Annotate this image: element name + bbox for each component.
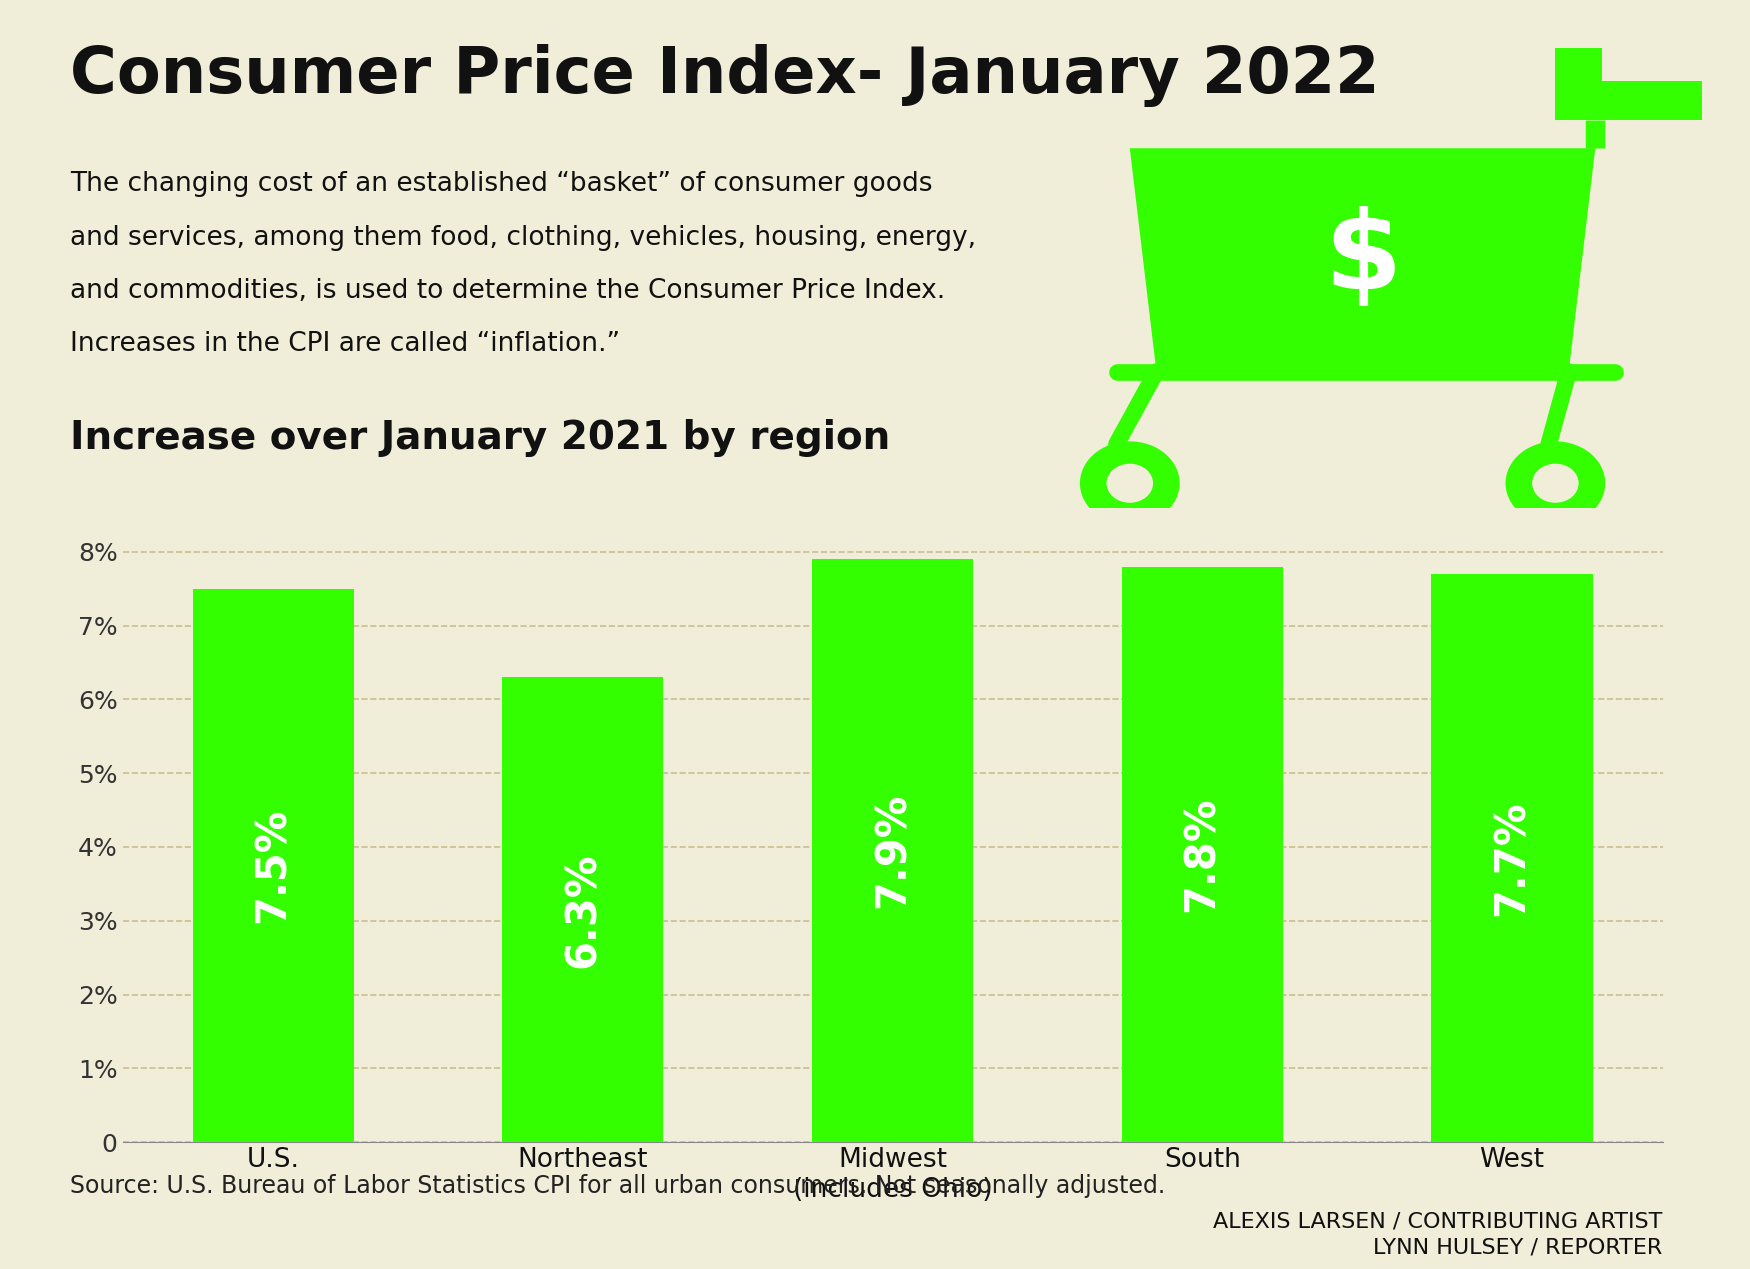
Bar <box>812 560 973 1142</box>
Text: and commodities, is used to determine the Consumer Price Index.: and commodities, is used to determine th… <box>70 278 945 303</box>
Polygon shape <box>1556 81 1701 121</box>
Text: Consumer Price Index- January 2022: Consumer Price Index- January 2022 <box>70 44 1379 108</box>
Polygon shape <box>1130 148 1596 372</box>
Text: The changing cost of an established “basket” of consumer goods: The changing cost of an established “bas… <box>70 171 933 197</box>
Text: Increases in the CPI are called “inflation.”: Increases in the CPI are called “inflati… <box>70 331 620 357</box>
Text: ALEXIS LARSEN / CONTRIBUTING ARTIST: ALEXIS LARSEN / CONTRIBUTING ARTIST <box>1213 1212 1662 1232</box>
Bar <box>192 589 354 1142</box>
Circle shape <box>1106 463 1153 503</box>
Circle shape <box>1533 463 1578 503</box>
Text: 7.5%: 7.5% <box>252 807 294 923</box>
Text: and services, among them food, clothing, vehicles, housing, energy,: and services, among them food, clothing,… <box>70 225 976 250</box>
Circle shape <box>1505 442 1605 525</box>
Text: 7.7%: 7.7% <box>1491 801 1533 916</box>
Text: Source: U.S. Bureau of Labor Statistics CPI for all urban consumers. Not seasona: Source: U.S. Bureau of Labor Statistics … <box>70 1174 1166 1198</box>
Text: 7.9%: 7.9% <box>872 793 914 909</box>
Circle shape <box>1080 442 1180 525</box>
Text: LYNN HULSEY / REPORTER: LYNN HULSEY / REPORTER <box>1374 1237 1662 1258</box>
Bar <box>502 678 663 1142</box>
Text: 6.3%: 6.3% <box>562 851 604 967</box>
Text: 7.8%: 7.8% <box>1181 797 1223 912</box>
Text: $: $ <box>1325 207 1402 313</box>
Text: Increase over January 2021 by region: Increase over January 2021 by region <box>70 419 891 457</box>
Polygon shape <box>1556 48 1601 81</box>
Bar <box>1122 567 1283 1142</box>
Bar <box>1432 574 1593 1142</box>
